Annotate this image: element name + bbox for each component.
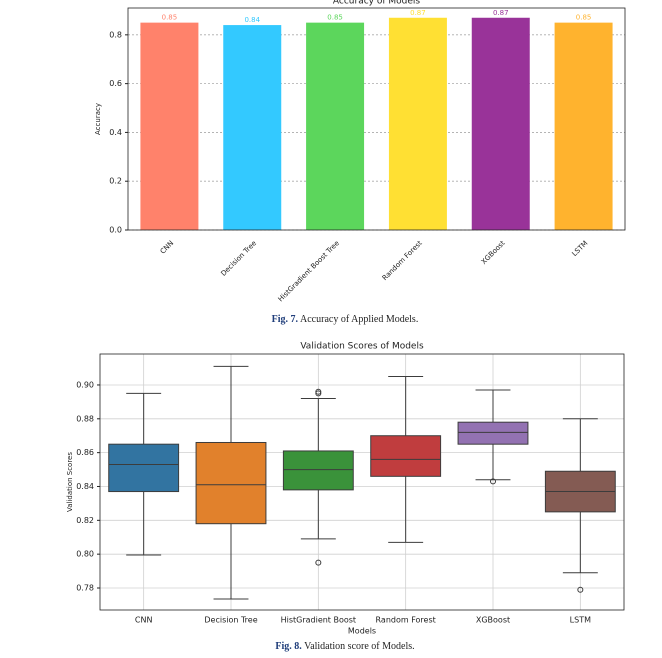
x-tick-label: XGBoost [480, 239, 507, 266]
x-tick-label: HistGradient Boost Tree [277, 239, 341, 303]
y-axis-label: Accuracy [94, 103, 102, 135]
caption-text: Accuracy of Applied Models. [300, 314, 418, 325]
axes-frame [127, 7, 626, 231]
bar [554, 22, 613, 231]
x-axis-label: Models [348, 627, 376, 636]
bar [306, 22, 365, 231]
outlier [315, 390, 322, 397]
bar [471, 17, 530, 231]
caption: Fig. 7. Accuracy of Applied Models. [272, 314, 419, 325]
caption-label: Fig. 7. [272, 314, 299, 325]
box [195, 441, 267, 525]
outlier [315, 388, 322, 395]
y-tick-label: 0.90 [76, 380, 94, 389]
x-tick-label: LSTM [571, 239, 590, 258]
axes-frame [99, 353, 625, 611]
x-tick-label: HistGradient Boost [281, 616, 357, 625]
y-tick-label: 0.6 [109, 79, 122, 88]
x-tick-label: Random Forest [381, 239, 424, 282]
x-tick-label: CNN [159, 239, 176, 256]
box [457, 421, 529, 445]
y-tick-label: 0.82 [76, 516, 94, 525]
y-tick-label: 0.78 [76, 584, 94, 593]
caption-label: Fig. 8. [275, 641, 302, 652]
x-tick-label: XGBoost [476, 616, 510, 625]
outlier [315, 559, 322, 566]
x-tick-label: Random Forest [376, 616, 436, 625]
y-tick-label: 0.88 [76, 414, 94, 423]
y-tick-label: 0.86 [76, 448, 94, 457]
chart-title: Accuracy of Models [333, 0, 421, 7]
outlier [577, 586, 584, 593]
x-tick-label: Decision Tree [219, 239, 258, 278]
bar [140, 22, 199, 231]
x-tick-label: Decision Tree [204, 616, 257, 625]
value-label: 0.85 [327, 14, 343, 22]
box [108, 443, 180, 493]
caption: Fig. 8. Validation score of Models. [275, 641, 414, 652]
value-label: 0.87 [493, 9, 509, 17]
outlier [490, 478, 496, 485]
y-tick-label: 0.80 [76, 550, 94, 559]
chart-title: Validation Scores of Models [300, 342, 424, 352]
x-tick-label: LSTM [570, 616, 591, 625]
y-tick-label: 0.84 [76, 482, 94, 491]
y-tick-label: 0.2 [109, 177, 122, 186]
value-label: 0.85 [576, 14, 592, 22]
value-label: 0.85 [162, 14, 178, 22]
bar [223, 25, 282, 231]
y-tick-label: 0.0 [109, 226, 122, 235]
value-label: 0.84 [244, 16, 260, 24]
y-axis-label: Validation Scores [66, 452, 74, 512]
y-tick-label: 0.4 [109, 128, 122, 137]
x-tick-label: CNN [135, 616, 153, 625]
value-label: 0.87 [410, 9, 426, 17]
box [370, 435, 442, 477]
y-tick-label: 0.8 [109, 30, 122, 39]
box [282, 450, 354, 491]
bar [388, 17, 447, 231]
caption-text: Validation score of Models. [304, 641, 415, 652]
